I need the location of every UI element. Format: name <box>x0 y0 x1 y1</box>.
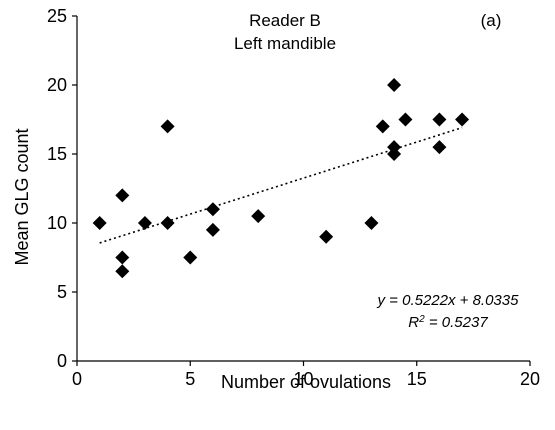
data-point-diamond <box>205 202 220 217</box>
x-tick-label: 15 <box>407 369 427 389</box>
chart-title-line-2: Left mandible <box>234 34 336 53</box>
y-tick-label: 0 <box>57 351 67 371</box>
r-squared-superscript: 2 <box>418 314 425 325</box>
panel-label: (a) <box>481 11 502 30</box>
x-axis-title: Number of ovulations <box>221 372 391 392</box>
data-point-diamond <box>455 112 470 127</box>
data-point-diamond <box>432 112 447 127</box>
trendline-equation: y = 0.5222x + 8.0335 <box>377 292 520 309</box>
axes <box>76 16 530 362</box>
data-point-diamond <box>251 209 266 224</box>
x-tick-label: 5 <box>185 369 195 389</box>
ticks: 0 5 10 15 20 25 0 5 10 15 20 <box>47 6 540 389</box>
x-tick-label: 0 <box>72 369 82 389</box>
r-squared-label: R2 = 0.5237 <box>408 314 488 332</box>
trendline <box>99 126 463 244</box>
data-point-diamond <box>387 147 402 161</box>
data-point-diamond <box>319 229 334 244</box>
trendline-group <box>99 126 463 244</box>
data-point-diamond <box>375 119 390 134</box>
y-axis-title: Mean GLG count <box>12 128 32 265</box>
data-point-diamond <box>160 119 175 134</box>
r-squared-symbol: R <box>408 314 419 331</box>
y-tick-label: 5 <box>57 282 67 302</box>
y-tick-label: 15 <box>47 144 67 164</box>
data-point-diamond <box>205 222 220 237</box>
x-tick-label: 20 <box>520 369 540 389</box>
data-point-diamond <box>137 216 152 230</box>
data-point-diamond <box>432 140 447 155</box>
x-tick-label: 10 <box>293 369 313 389</box>
data-point-diamond <box>183 250 198 265</box>
y-tick-label: 25 <box>47 6 67 26</box>
data-point-diamond <box>92 216 107 230</box>
r-squared-value: = 0.5237 <box>425 314 489 331</box>
data-point-diamond <box>160 216 175 230</box>
data-points <box>92 78 470 279</box>
chart-title-line-1: Reader B <box>249 11 321 30</box>
y-tick-label: 20 <box>47 75 67 95</box>
data-point-diamond <box>115 188 130 203</box>
data-point-diamond <box>387 78 402 92</box>
data-point-diamond <box>115 264 130 279</box>
data-point-diamond <box>398 112 413 127</box>
data-point-diamond <box>115 250 130 265</box>
y-tick-label: 10 <box>47 213 67 233</box>
data-point-diamond <box>364 216 379 230</box>
